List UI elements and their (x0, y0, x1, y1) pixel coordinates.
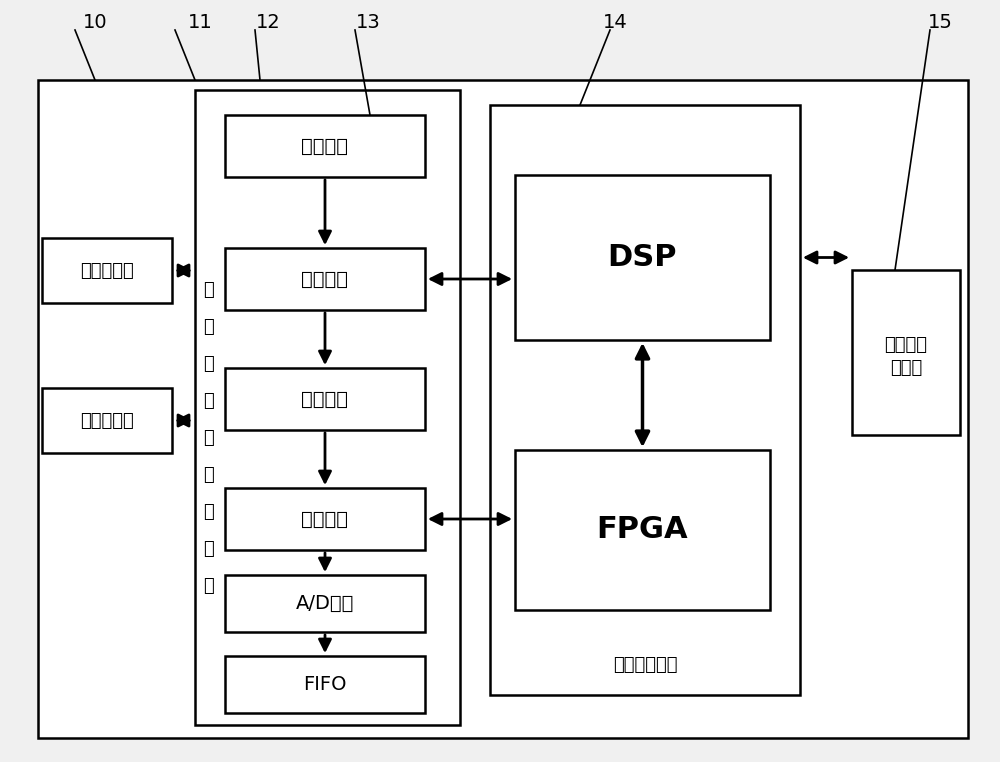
Bar (42, 388, 172, 453)
Text: 发射器: 发射器 (890, 358, 922, 376)
Text: A/D转换: A/D转换 (296, 594, 354, 613)
Text: 调: 调 (203, 355, 213, 373)
Text: 集: 集 (203, 503, 213, 521)
Bar (515, 450, 770, 610)
Text: 14: 14 (603, 12, 627, 31)
Bar (490, 105, 800, 695)
Bar (225, 656, 425, 713)
Text: 抗混滤波: 抗混滤波 (302, 510, 349, 529)
Text: 12: 12 (256, 12, 280, 31)
Text: 无线信号: 无线信号 (885, 335, 928, 354)
Text: 11: 11 (188, 12, 212, 31)
Text: 15: 15 (928, 12, 952, 31)
Text: 信: 信 (203, 281, 213, 299)
Bar (225, 115, 425, 177)
Bar (38, 80, 968, 738)
Text: 心率传感器: 心率传感器 (80, 261, 134, 280)
Text: 与: 与 (203, 429, 213, 447)
Bar (225, 368, 425, 430)
Bar (42, 238, 172, 303)
Bar (225, 248, 425, 310)
Text: 程控增益: 程控增益 (302, 389, 349, 408)
Bar (852, 270, 960, 435)
Text: 元: 元 (203, 577, 213, 595)
Text: 号: 号 (203, 318, 213, 336)
Bar (225, 575, 425, 632)
Text: 前置放大: 前置放大 (302, 136, 349, 155)
Bar (515, 175, 770, 340)
Text: 血压传感器: 血压传感器 (80, 411, 134, 430)
Text: 采: 采 (203, 466, 213, 484)
Text: 10: 10 (83, 12, 107, 31)
Text: FPGA: FPGA (597, 516, 688, 545)
Bar (225, 488, 425, 550)
Text: 核心控制单元: 核心控制单元 (613, 656, 677, 674)
Bar (195, 90, 460, 725)
Text: 13: 13 (356, 12, 380, 31)
Text: 理: 理 (203, 392, 213, 410)
Text: 单: 单 (203, 540, 213, 558)
Text: FIFO: FIFO (303, 674, 347, 693)
Text: 过载控制: 过载控制 (302, 270, 349, 289)
Text: DSP: DSP (608, 243, 677, 272)
